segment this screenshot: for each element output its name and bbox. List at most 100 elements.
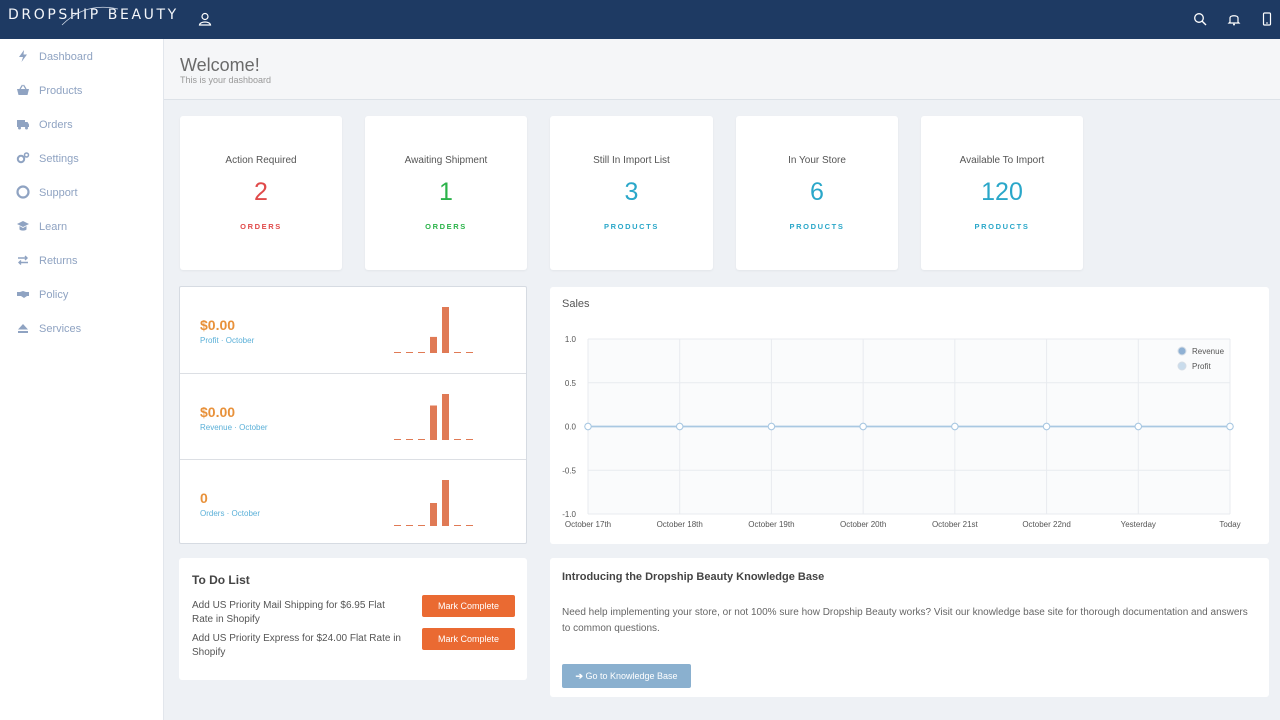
mini-bar [406,352,413,353]
mini-bar [394,525,401,526]
mini-bar [442,480,449,526]
stat-unit: ORDERS [425,222,467,231]
gears-icon [16,151,30,165]
mini-bar [430,336,437,353]
sidebar-item-label: Orders [39,119,73,131]
kb-description: Need help implementing your store, or no… [562,607,1248,634]
mini-bar [454,439,461,440]
eject-icon [16,321,30,335]
mini-stat-value: 0 [200,490,208,506]
stat-value: 1 [439,178,453,206]
stat-card-import-list[interactable]: Still In Import List 3 PRODUCTS [550,116,713,270]
sidebar-item-policy[interactable]: Policy [0,280,164,310]
mini-bar [394,352,401,353]
mini-stats-panel: $0.00 Profit · October $0.00 Revenue · O… [179,286,527,544]
go-to-knowledge-base-button[interactable]: ➔ Go to Knowledge Base [562,664,691,688]
stat-unit: PRODUCTS [789,222,845,231]
sidebar-item-support[interactable]: Support [0,178,164,208]
sidebar: Dashboard Products Orders Settings Suppo… [0,39,164,720]
arrow-right-icon: ➔ [575,670,583,681]
series-point[interactable] [859,422,867,431]
stat-title: Available To Import [959,155,1045,166]
stat-card-action-required[interactable]: Action Required 2 ORDERS [180,116,342,270]
lifebuoy-icon [16,185,30,199]
stat-value: 3 [624,178,639,206]
todo-item-text: Add US Priority Mail Shipping for $6.95 … [192,600,385,625]
mini-bar [466,352,473,353]
y-tick-label: -0.5 [562,466,576,475]
series-point[interactable] [767,422,776,431]
mark-complete-button[interactable]: Mark Complete [422,628,515,650]
mini-bar [418,525,425,526]
mini-bar [466,525,473,526]
mini-bar [466,439,473,440]
mini-bar [418,439,425,440]
sidebar-item-label: Dashboard [39,51,93,63]
graduation-cap-icon [16,219,30,233]
mini-bar [406,439,413,440]
sidebar-item-label: Learn [39,221,68,233]
sidebar-item-label: Products [39,85,83,97]
sidebar-item-products[interactable]: Products [0,76,164,106]
series-point[interactable] [1134,422,1142,431]
series-point[interactable] [676,422,684,431]
mark-complete-button[interactable]: Mark Complete [422,595,515,617]
chart-title: Sales [562,298,590,310]
sidebar-item-settings[interactable]: Settings [0,144,164,174]
user-icon[interactable] [197,11,213,27]
stat-title: Action Required [225,155,297,166]
stat-card-available-to-import[interactable]: Available To Import 120 PRODUCTS [921,116,1083,270]
x-tick-label: October 18th [657,520,703,529]
sidebar-item-orders[interactable]: Orders [0,110,164,140]
stat-card-awaiting-shipment[interactable]: Awaiting Shipment 1 ORDERS [365,116,527,270]
mini-bar [442,394,449,440]
legend-swatch [1177,346,1187,356]
handshake-icon [16,287,30,301]
phone-icon[interactable] [1259,11,1275,27]
mini-bar [454,352,461,353]
sidebar-item-dashboard[interactable]: Dashboard [0,42,164,72]
y-tick-label: 0.5 [565,379,577,388]
logo-swoosh-icon [61,6,119,26]
sidebar-item-label: Settings [39,153,79,165]
mini-bar [406,525,413,526]
series-point[interactable] [951,422,959,431]
mini-stat-profit: $0.00 Profit · October [180,287,526,373]
mini-bar [442,307,449,353]
mini-stat-orders: 0 Orders · October [180,459,526,545]
page-title: Welcome! [180,55,260,75]
mini-bar-chart [394,480,473,526]
stat-title: Awaiting Shipment [404,155,488,166]
sidebar-item-label: Policy [39,289,69,301]
y-tick-label: -1.0 [562,510,576,519]
series-point[interactable] [1042,422,1051,431]
stat-card-in-store[interactable]: In Your Store 6 PRODUCTS [736,116,898,270]
x-tick-label: October 21st [932,520,979,529]
series-point[interactable] [584,422,592,431]
x-tick-label: Yesterday [1121,520,1156,529]
legend-label[interactable]: Revenue [1192,347,1225,356]
mini-bar [418,352,425,353]
legend-label[interactable]: Profit [1192,362,1211,371]
basket-icon [16,83,30,97]
mini-bar [394,439,401,440]
todo-title: To Do List [192,573,250,587]
stat-value: 2 [254,178,268,206]
brand-logo[interactable]: DROPSHIP BEAUTY [8,7,179,23]
todo-panel: To Do List Add US Priority Mail Shipping… [179,558,527,680]
sidebar-item-label: Services [39,323,82,335]
x-tick-label: October 19th [748,520,794,529]
top-navbar: DROPSHIP BEAUTY [0,0,1280,39]
sidebar-item-learn[interactable]: Learn [0,212,164,242]
sales-chart-panel: Sales 1.0 0.5 0.0 -0.5 -1.0 October 17th Octob… [550,287,1269,544]
stat-title: In Your Store [788,155,846,166]
sidebar-item-label: Support [39,187,78,199]
sidebar-item-returns[interactable]: Returns [0,246,164,276]
bell-icon[interactable] [1226,11,1242,27]
mini-stat-label: Orders · October [200,509,261,518]
x-tick-label: October 17th [565,520,611,529]
series-point[interactable] [1226,422,1234,431]
search-icon[interactable] [1192,11,1208,27]
sidebar-item-services[interactable]: Services [0,314,164,344]
